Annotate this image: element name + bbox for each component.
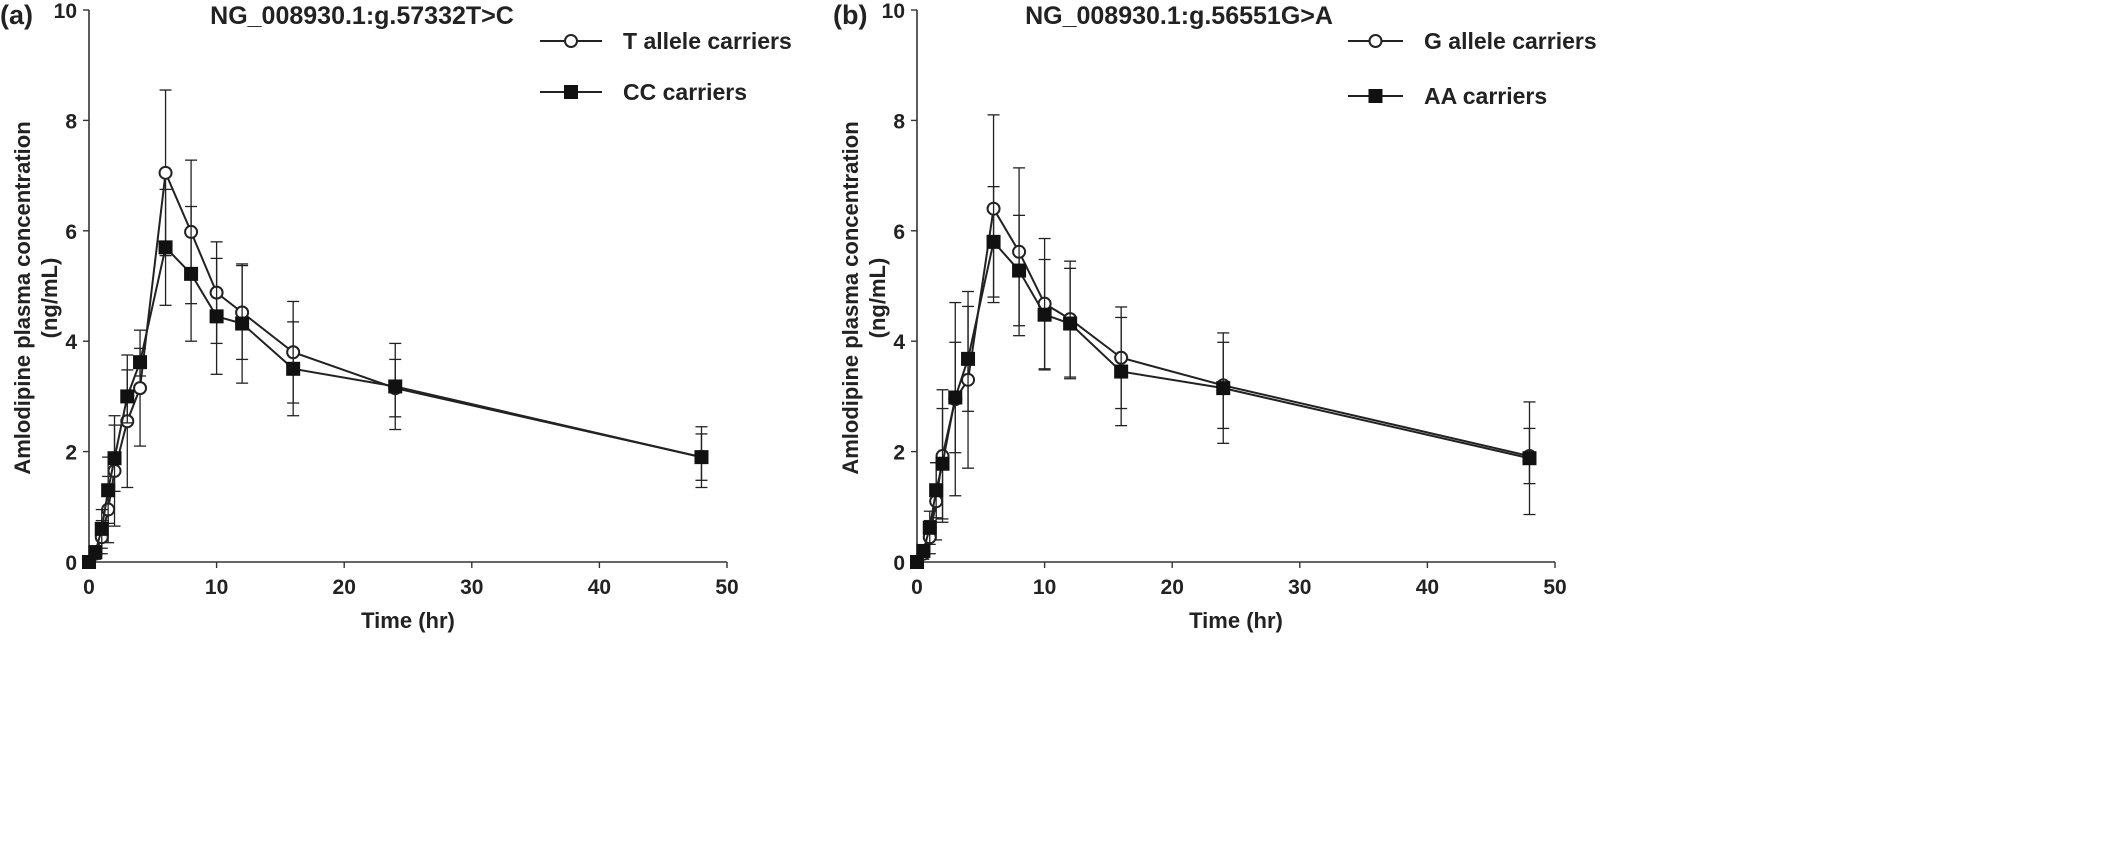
- y-tick-label: 8: [893, 110, 905, 133]
- data-point-square: [948, 390, 963, 405]
- data-point-square: [961, 351, 976, 366]
- legend-entry: CC carriers: [540, 79, 747, 105]
- data-point-square: [286, 361, 301, 376]
- y-tick-label: 4: [65, 331, 77, 354]
- x-tick-label: 30: [1288, 576, 1311, 599]
- panel-label: (a): [0, 0, 33, 30]
- data-point-square: [1522, 451, 1537, 466]
- x-axis-label: Time (hr): [1189, 608, 1283, 633]
- y-tick-label: 0: [65, 552, 77, 575]
- y-axis-label: Amlodipine plasma concentration(ng/mL): [10, 121, 62, 474]
- y-tick-label: 6: [65, 221, 77, 244]
- y-axis-label-line1: Amlodipine plasma concentration: [838, 121, 863, 474]
- y-tick-label: 2: [893, 442, 905, 465]
- data-point-square: [235, 316, 250, 331]
- data-point-circle: [133, 381, 148, 396]
- y-tick-label: 8: [65, 110, 77, 133]
- data-point-square: [1037, 307, 1052, 322]
- y-tick-label: 4: [893, 331, 905, 354]
- x-tick-label: 40: [588, 576, 611, 599]
- y-axis-label-line2: (ng/mL): [865, 258, 890, 339]
- series-open-circle: [82, 89, 709, 569]
- y-axis-label-line2: (ng/mL): [37, 258, 62, 339]
- data-point-square: [1114, 364, 1129, 379]
- y-axis-label: Amlodipine plasma concentration(ng/mL): [838, 121, 890, 474]
- panel-b: (b) NG_008930.1:g.56551G>A 0 10 20 30 40 50 0 2 4 6…: [833, 0, 1597, 633]
- data-point-square: [1216, 381, 1231, 396]
- data-point-square: [94, 521, 109, 536]
- data-point-square: [935, 456, 950, 471]
- x-tick-label: 30: [460, 576, 483, 599]
- x-tick-label: 0: [83, 576, 95, 599]
- panel-label: (b): [833, 0, 867, 30]
- legend-label: T allele carriers: [623, 28, 792, 54]
- data-point-square: [922, 520, 937, 535]
- x-tick-label: 0: [911, 576, 923, 599]
- chart-title: NG_008930.1:g.57332T>C: [210, 2, 514, 30]
- series-filled-square: [82, 188, 709, 569]
- data-point-square: [1012, 263, 1027, 278]
- y-tick-label: 6: [893, 221, 905, 244]
- data-point-square: [910, 555, 924, 569]
- data-point-square: [929, 483, 944, 498]
- legend-marker-square: [1368, 89, 1383, 103]
- legend-entry: G allele carriers: [1348, 28, 1597, 54]
- panel-a: (a) NG_008930.1:g.57332T>C 0 10 20 30 40 50 0 2 4 6…: [0, 0, 792, 633]
- data-point-square: [916, 543, 931, 558]
- data-point-circle: [158, 165, 173, 180]
- legend-label: AA carriers: [1424, 83, 1547, 109]
- y-tick-label: 2: [65, 442, 77, 465]
- data-point-square: [101, 483, 116, 498]
- x-tick-label: 20: [1161, 576, 1184, 599]
- data-point-square: [986, 234, 1001, 249]
- data-point-square: [184, 266, 199, 281]
- legend-marker-circle: [564, 34, 578, 48]
- data-point-square: [209, 309, 224, 324]
- x-tick-label: 50: [1543, 576, 1566, 599]
- data-point-square: [1063, 316, 1078, 331]
- data-point-square: [133, 355, 148, 370]
- x-tick-label: 50: [715, 576, 738, 599]
- chart-title: NG_008930.1:g.56551G>A: [1025, 2, 1333, 30]
- x-axis-label: Time (hr): [361, 608, 455, 633]
- legend-marker-square: [564, 85, 578, 99]
- data-point-square: [694, 450, 709, 465]
- y-tick-label: 10: [882, 0, 905, 23]
- data-point-square: [120, 389, 135, 404]
- x-tick-label: 40: [1416, 576, 1439, 599]
- legend-label: G allele carriers: [1424, 28, 1597, 54]
- legend-entry: T allele carriers: [540, 28, 792, 54]
- x-tick-label: 10: [1033, 576, 1056, 599]
- legend-entry: AA carriers: [1348, 83, 1547, 109]
- legend-label: CC carriers: [623, 79, 747, 105]
- x-tick-label: 10: [205, 576, 228, 599]
- data-point-square: [107, 451, 122, 466]
- x-tick-label: 20: [333, 576, 356, 599]
- data-point-square: [88, 545, 103, 560]
- series-filled-square: [910, 185, 1537, 569]
- y-tick-label: 0: [893, 552, 905, 575]
- y-axis-label-line1: Amlodipine plasma concentration: [10, 121, 35, 474]
- data-point-square: [158, 240, 173, 255]
- legend-marker-circle: [1368, 34, 1383, 48]
- data-point-square: [388, 379, 403, 394]
- y-tick-label: 10: [54, 0, 77, 23]
